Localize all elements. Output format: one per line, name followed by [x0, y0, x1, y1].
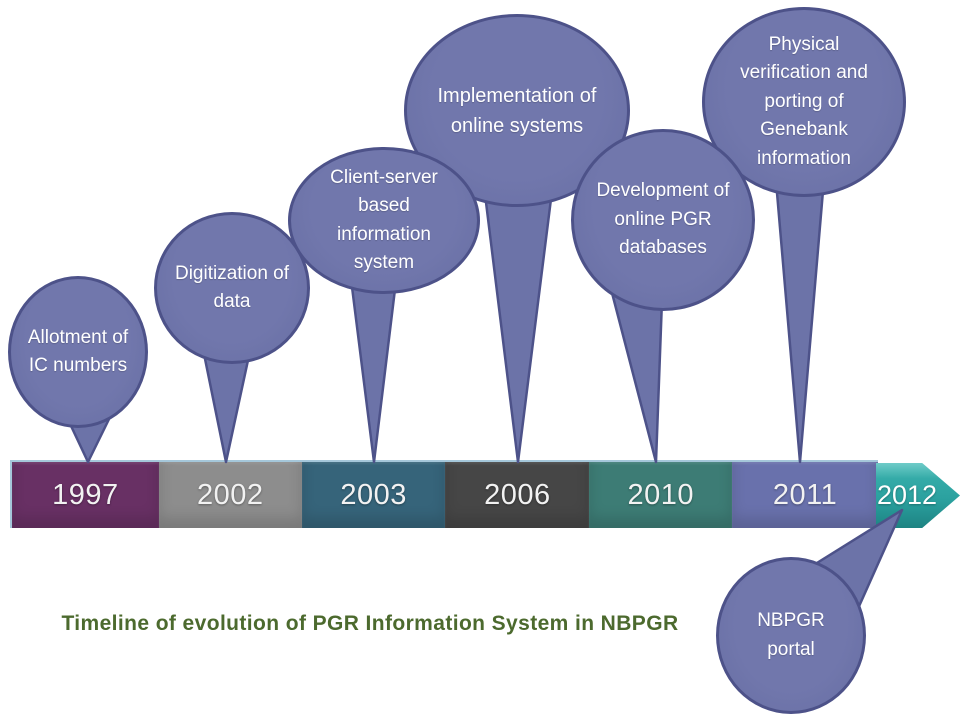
- year-label: 2010: [627, 478, 694, 511]
- callout-client-server-system: Client-server based information system: [288, 147, 480, 294]
- callout-label: NBPGR portal: [757, 610, 825, 660]
- year-label: 2012: [876, 480, 938, 510]
- callout-label: Implementation of online systems: [437, 84, 597, 137]
- callout-digitization-of-data: Digitization of data: [154, 212, 310, 364]
- callout-tail-2006: [481, 176, 555, 464]
- timeline-segment-2011: 2011: [732, 462, 878, 528]
- callout-label: Physical verification and porting of Gen…: [740, 33, 868, 169]
- callout-label: Digitization of data: [174, 262, 290, 313]
- callout-label: Allotment of IC numbers: [27, 326, 129, 377]
- timeline-segment-2002: 2002: [158, 462, 302, 528]
- timeline-segment-2006: 2006: [445, 462, 590, 528]
- timeline-bar: 1997 2002 2003 2006 2010 2011: [10, 460, 878, 528]
- timeline-segment-1997: 1997: [12, 462, 159, 528]
- callout-tail-2002: [201, 347, 252, 464]
- callout-allotment-ic-numbers: Allotment of IC numbers: [8, 276, 148, 428]
- callout-label: Client-server based information system: [330, 166, 438, 274]
- slide-caption: Timeline of evolution of PGR Information…: [61, 612, 679, 635]
- callout-tail-2003: [349, 277, 398, 464]
- callout-nbpgr-portal: NBPGR portal: [716, 557, 866, 714]
- year-label: 2011: [772, 478, 838, 511]
- callout-online-pgr-databases: Development of online PGR databases: [571, 129, 755, 311]
- year-label: 2002: [196, 478, 264, 511]
- callout-tail-2011: [774, 177, 826, 464]
- year-label: 1997: [52, 478, 119, 511]
- callout-tail-2010: [609, 287, 664, 464]
- year-label: 2003: [340, 478, 407, 511]
- timeline-arrow-2012: 2012: [876, 463, 960, 528]
- timeline-segment-2010: 2010: [589, 462, 733, 528]
- year-label: 2006: [484, 478, 551, 511]
- timeline-segment-2003: 2003: [301, 462, 446, 528]
- callout-label: Development of online PGR databases: [596, 180, 730, 259]
